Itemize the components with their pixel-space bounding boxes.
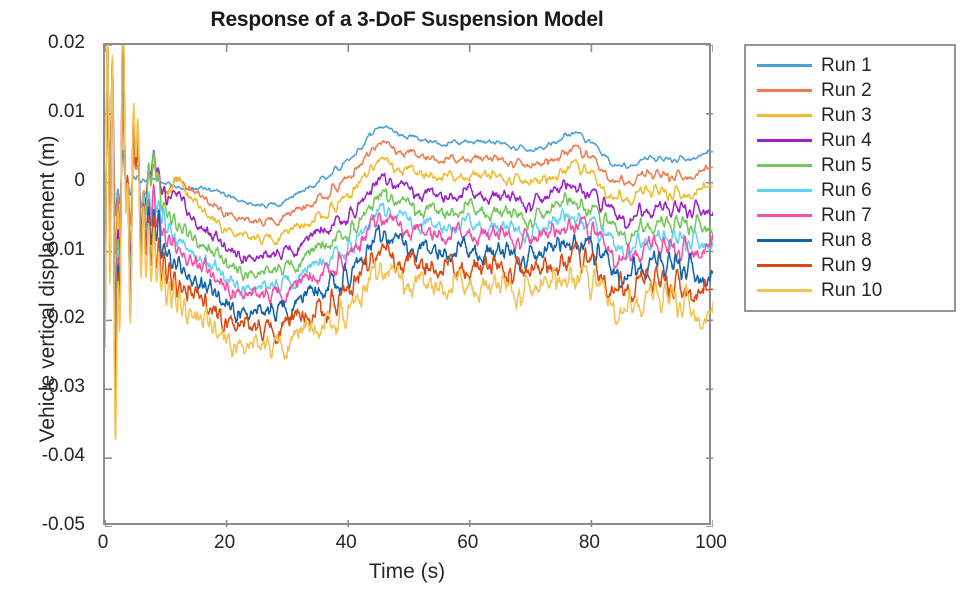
- series-line-run-5[interactable]: [105, 45, 713, 347]
- legend-label: Run 4: [821, 130, 872, 151]
- legend-item-run-4[interactable]: Run 4: [746, 128, 954, 153]
- legend-line-icon: [757, 239, 812, 242]
- series-line-run-2[interactable]: [105, 68, 713, 274]
- y-tick-label: -0.05: [41, 514, 85, 535]
- series-line-run-7[interactable]: [105, 45, 713, 387]
- legend-item-run-8[interactable]: Run 8: [746, 228, 954, 253]
- series-line-run-4[interactable]: [105, 57, 713, 321]
- legend-line-icon: [757, 139, 812, 142]
- legend-item-run-6[interactable]: Run 6: [746, 178, 954, 203]
- y-tick-label: -0.03: [41, 376, 85, 398]
- x-axis-tick-labels: 0 20 40 60 80 100: [0, 533, 980, 563]
- legend-line-icon: [757, 89, 812, 92]
- x-tick-label: 100: [695, 532, 727, 553]
- legend-label: Run 6: [821, 180, 872, 201]
- page-title: Response of a 3-DoF Suspension Model: [210, 8, 604, 31]
- legend-label: Run 5: [821, 155, 872, 176]
- legend-line-icon: [757, 289, 812, 292]
- y-tick-label: 0: [74, 169, 85, 191]
- plot-area[interactable]: [103, 43, 713, 527]
- series-line-run-8[interactable]: [105, 45, 713, 406]
- legend-line-icon: [757, 189, 812, 192]
- legend-item-run-1[interactable]: Run 1: [746, 53, 954, 78]
- legend-item-run-7[interactable]: Run 7: [746, 203, 954, 228]
- legend-line-icon: [757, 214, 812, 217]
- x-tick-label: 20: [214, 532, 236, 553]
- series-line-run-9[interactable]: [105, 45, 713, 423]
- legend-label: Run 1: [821, 55, 872, 76]
- y-tick-label: -0.01: [41, 238, 85, 260]
- y-tick-label: 0.02: [48, 32, 85, 53]
- legend-line-icon: [757, 264, 812, 267]
- y-axis-tick-labels: 0.02 0.01 0 -0.01 -0.02 -0.03 -0.04 -0.05: [0, 0, 95, 590]
- series-line-run-10[interactable]: [105, 45, 713, 441]
- legend-item-run-9[interactable]: Run 9: [746, 253, 954, 278]
- legend-line-icon: [757, 114, 812, 117]
- y-tick-label: 0.01: [48, 100, 85, 122]
- x-axis-label: Time (s): [368, 560, 446, 583]
- y-tick-label: -0.02: [41, 307, 85, 329]
- x-tick-label: 80: [578, 532, 600, 553]
- legend-label: Run 9: [821, 255, 872, 276]
- plot-svg: [105, 45, 713, 527]
- series-line-run-6[interactable]: [105, 45, 713, 369]
- legend-label: Run 10: [821, 280, 883, 301]
- legend-item-run-10[interactable]: Run 10: [746, 278, 954, 303]
- x-tick-label: 60: [457, 532, 479, 553]
- legend-line-icon: [757, 64, 812, 67]
- series-line-run-3[interactable]: [105, 64, 713, 290]
- legend-item-run-2[interactable]: Run 2: [746, 78, 954, 103]
- x-tick-label: 0: [97, 532, 109, 553]
- y-axis-label: Vehicle vertical displacement (m): [36, 135, 59, 443]
- series-line-run-1[interactable]: [105, 87, 713, 257]
- legend-label: Run 8: [821, 230, 872, 251]
- legend[interactable]: Run 1 Run 2 Run 3 Run 4 Run 5 Run 6 Run 7 Run 8…: [744, 44, 956, 312]
- x-tick-label: 40: [335, 532, 357, 553]
- legend-label: Run 7: [821, 205, 872, 226]
- legend-label: Run 2: [821, 80, 872, 101]
- y-tick-label: -0.04: [41, 445, 85, 467]
- legend-label: Run 3: [821, 105, 872, 126]
- legend-line-icon: [757, 164, 812, 167]
- legend-item-run-3[interactable]: Run 3: [746, 103, 954, 128]
- legend-item-run-5[interactable]: Run 5: [746, 153, 954, 178]
